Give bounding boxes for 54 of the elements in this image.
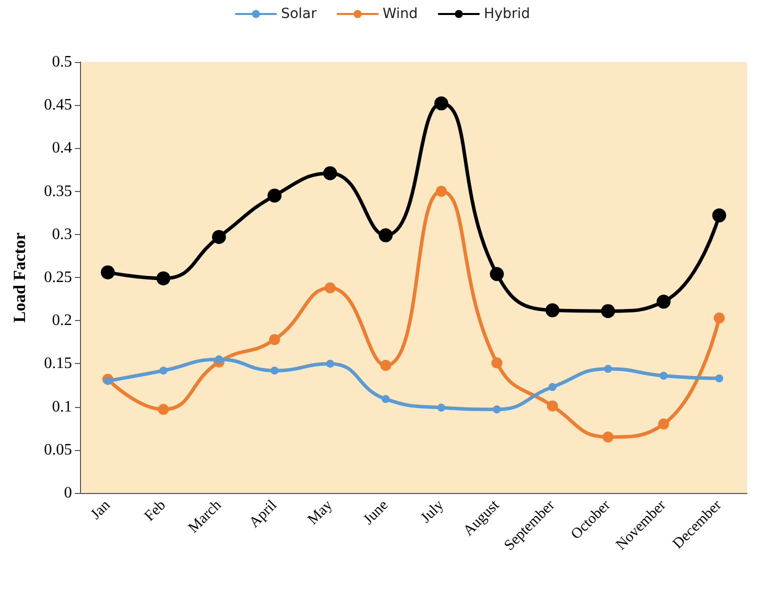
point	[712, 208, 726, 222]
point	[100, 265, 115, 280]
x-tick-label: May	[305, 496, 336, 528]
x-tick-label: June	[360, 497, 392, 528]
point	[378, 228, 393, 242]
point	[214, 355, 223, 364]
point	[104, 376, 112, 385]
point	[656, 294, 671, 309]
point	[546, 400, 558, 412]
y-tick-label: 0.2	[52, 312, 72, 330]
point	[436, 186, 447, 197]
y-axis-title: Load Factor	[10, 232, 29, 323]
x-tick-label: Feb	[142, 497, 170, 525]
point	[269, 334, 280, 346]
point	[658, 418, 670, 430]
point	[715, 374, 724, 382]
point	[156, 271, 170, 286]
legend-label: Wind	[382, 6, 418, 22]
legend-label: Hybrid	[484, 6, 530, 22]
y-tick-label: 0.25	[44, 269, 72, 286]
point	[492, 405, 501, 414]
y-tick-label: 0.35	[44, 182, 72, 200]
y-tick-label: 0.5	[52, 54, 72, 70]
point	[490, 267, 504, 282]
y-tick-label: 0.3	[52, 226, 72, 243]
x-tick-label: Jan	[88, 496, 114, 523]
y-tick-label: 0.15	[44, 355, 72, 372]
y-tick-label: 0.1	[52, 398, 72, 416]
y-tick-label: 0.05	[44, 441, 72, 458]
y-tick-label: 0	[64, 484, 72, 502]
point	[159, 366, 168, 375]
point	[268, 188, 282, 203]
point	[212, 230, 226, 244]
point	[714, 312, 725, 324]
point	[660, 372, 668, 380]
point	[270, 366, 279, 375]
y-tick-label: 0.45	[44, 96, 72, 114]
point	[437, 404, 446, 412]
point	[491, 357, 502, 368]
point	[324, 282, 336, 294]
point	[602, 431, 614, 442]
point	[323, 166, 338, 180]
point	[380, 360, 392, 371]
y-tick-label: 0.4	[52, 140, 72, 157]
point	[604, 364, 612, 373]
point	[382, 395, 390, 404]
point	[601, 304, 616, 318]
point	[158, 404, 169, 415]
legend-label: Solar	[280, 6, 317, 22]
x-tick-label: July	[418, 496, 448, 526]
point	[545, 303, 560, 318]
point	[326, 360, 334, 368]
point	[434, 96, 448, 110]
point	[548, 382, 556, 391]
